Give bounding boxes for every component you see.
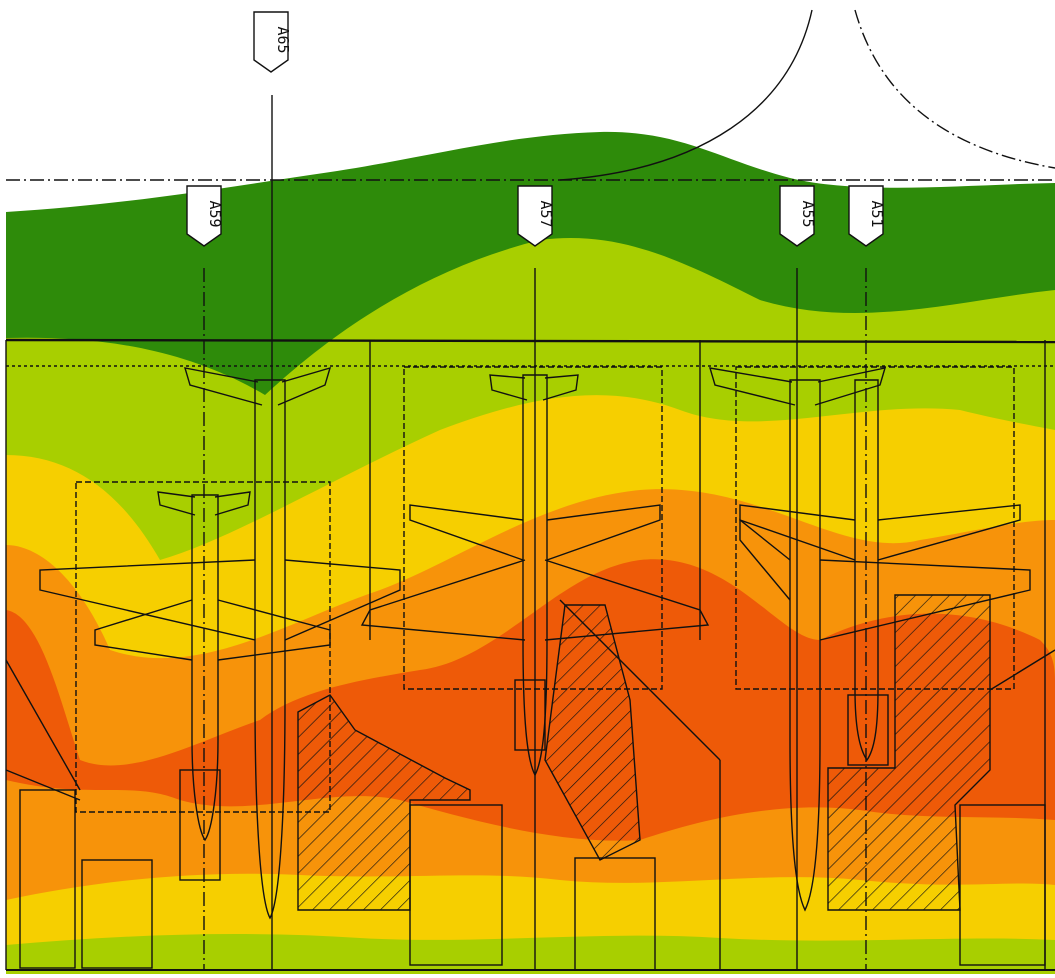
stand-tag-a57: A57 (517, 185, 555, 247)
aircraft-outline-a55 (709, 367, 1031, 912)
hatched-area-center (544, 604, 641, 861)
stand-tag-a59: A59 (186, 185, 224, 247)
stand-tag-a65: A65 (253, 11, 292, 73)
stand-label-a55: A55 (799, 200, 817, 227)
stand-tag-a51: A51 (848, 185, 886, 247)
stand-linework (5, 9, 1055, 971)
pier-block (19, 789, 76, 969)
hatched-area-left (297, 694, 471, 911)
stand-envelope-a59 (75, 481, 331, 813)
taxiway-curve-right (854, 9, 1055, 169)
service-building (959, 804, 1046, 966)
aircraft-outline-a59 (94, 491, 331, 842)
ground-equipment-box (847, 694, 889, 766)
service-building (409, 804, 503, 966)
stand-label-a57: A57 (537, 200, 555, 227)
stand-label-a59: A59 (206, 200, 224, 227)
ground-equipment-box (179, 769, 221, 881)
stand-label-a65: A65 (274, 26, 292, 53)
ground-equipment-box (514, 679, 546, 751)
stand-envelope-a57 (403, 366, 663, 690)
taxiway-curve-left (559, 9, 813, 181)
boarding-bridge-line (5, 769, 81, 801)
contour-band-green-lower (6, 934, 1055, 974)
stand-label-a51: A51 (868, 200, 886, 227)
apron-boundary-solid (5, 338, 1055, 344)
stand-label-tags: A65 A59 A57 A55 A51 (186, 11, 886, 247)
hatched-stand-areas (297, 594, 991, 911)
boarding-bridge-line (559, 599, 721, 761)
boarding-bridge-line (989, 649, 1055, 691)
stand-tag-a55: A55 (779, 185, 817, 247)
stand-envelope-a55 (735, 366, 1015, 690)
aircraft-outline-a65 (39, 366, 401, 920)
contour-band-red-orange (6, 559, 1055, 841)
service-building (574, 857, 656, 971)
boarding-bridge-line (5, 659, 81, 791)
pier-block (81, 859, 153, 969)
